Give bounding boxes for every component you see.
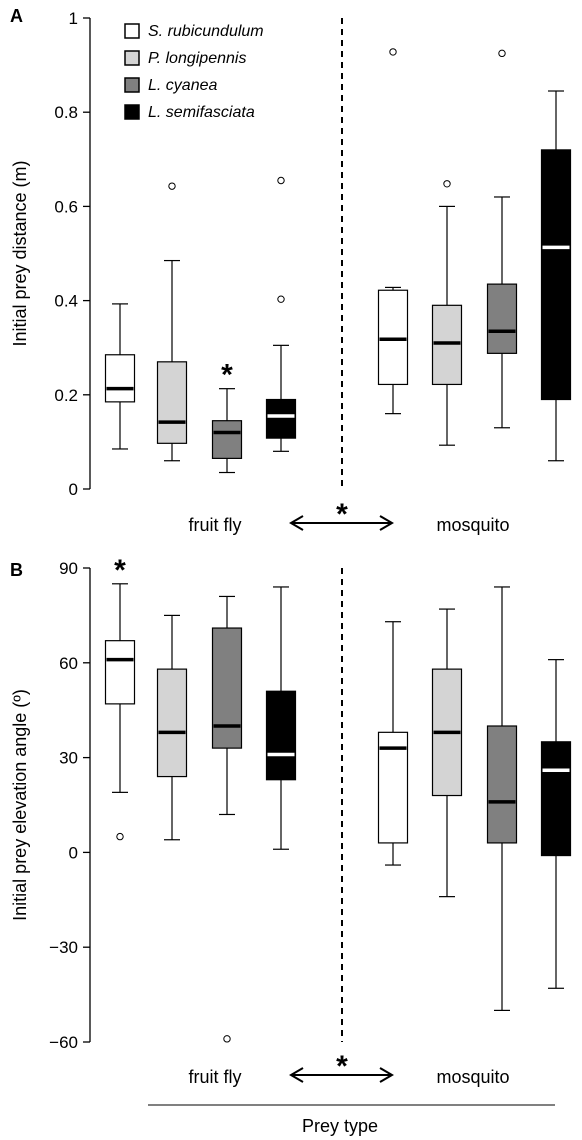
group-label-fruit-fly: fruit fly — [188, 1067, 241, 1087]
box — [104, 354, 136, 403]
y-tick-label: 0 — [69, 843, 78, 862]
box — [211, 420, 243, 459]
box — [156, 668, 188, 778]
outlier-point — [443, 180, 451, 188]
y-tick-label: 0 — [69, 480, 78, 499]
y-tick-label: 1 — [69, 9, 78, 28]
legend-entry-label: L. cyanea — [148, 77, 217, 94]
box — [156, 361, 188, 444]
group-label-mosquito: mosquito — [436, 1067, 509, 1087]
legend-swatch — [124, 104, 140, 120]
y-axis-label: Initial prey elevation angle (º) — [10, 689, 30, 921]
arrow-head-left — [289, 1067, 304, 1083]
significance-star: * — [221, 359, 233, 392]
box — [486, 283, 518, 354]
y-tick-label: −60 — [49, 1033, 78, 1052]
y-tick-label: 60 — [59, 654, 78, 673]
box — [211, 627, 243, 749]
outlier-point — [277, 295, 285, 303]
outlier-point — [223, 1035, 231, 1043]
y-tick-label: 0.4 — [54, 292, 78, 311]
outlier-point — [116, 832, 124, 841]
legend-swatch — [124, 77, 140, 93]
legend-entry-label: S. rubicundulum — [148, 23, 264, 40]
panel-letter: A — [10, 6, 23, 26]
y-tick-label: −30 — [49, 938, 78, 957]
group-significance-star: * — [336, 498, 348, 531]
y-tick-label: 30 — [59, 749, 78, 768]
y-tick-label: 90 — [59, 559, 78, 578]
legend-swatch — [124, 23, 140, 39]
box — [540, 149, 572, 401]
group-significance-star: * — [336, 1050, 348, 1083]
significance-star: * — [114, 554, 126, 587]
group-label-fruit-fly: fruit fly — [188, 515, 241, 535]
box — [431, 304, 463, 386]
arrow-head-right — [379, 1067, 394, 1083]
box — [265, 690, 297, 781]
arrow-head-right — [379, 515, 394, 531]
box — [265, 398, 297, 439]
y-axis-label: Initial prey distance (m) — [10, 160, 30, 346]
x-axis-label: Prey type — [302, 1116, 378, 1136]
box — [104, 640, 136, 705]
legend-swatch — [124, 50, 140, 66]
outlier-point — [277, 176, 285, 185]
group-label-mosquito: mosquito — [436, 515, 509, 535]
box — [377, 289, 409, 386]
arrow-head-left — [289, 515, 304, 531]
outlier-point — [168, 182, 176, 190]
box — [486, 725, 518, 844]
box — [377, 731, 409, 844]
legend-entry-label: P. longipennis — [148, 50, 246, 67]
outlier-point — [498, 49, 506, 58]
outlier-point — [389, 48, 397, 56]
y-tick-label: 0.8 — [54, 103, 78, 122]
legend-entry-label: L. semifasciata — [148, 104, 255, 121]
y-tick-label: 0.2 — [54, 386, 78, 405]
panel-letter: B — [10, 560, 23, 580]
box — [540, 741, 572, 857]
y-tick-label: 0.6 — [54, 197, 78, 216]
